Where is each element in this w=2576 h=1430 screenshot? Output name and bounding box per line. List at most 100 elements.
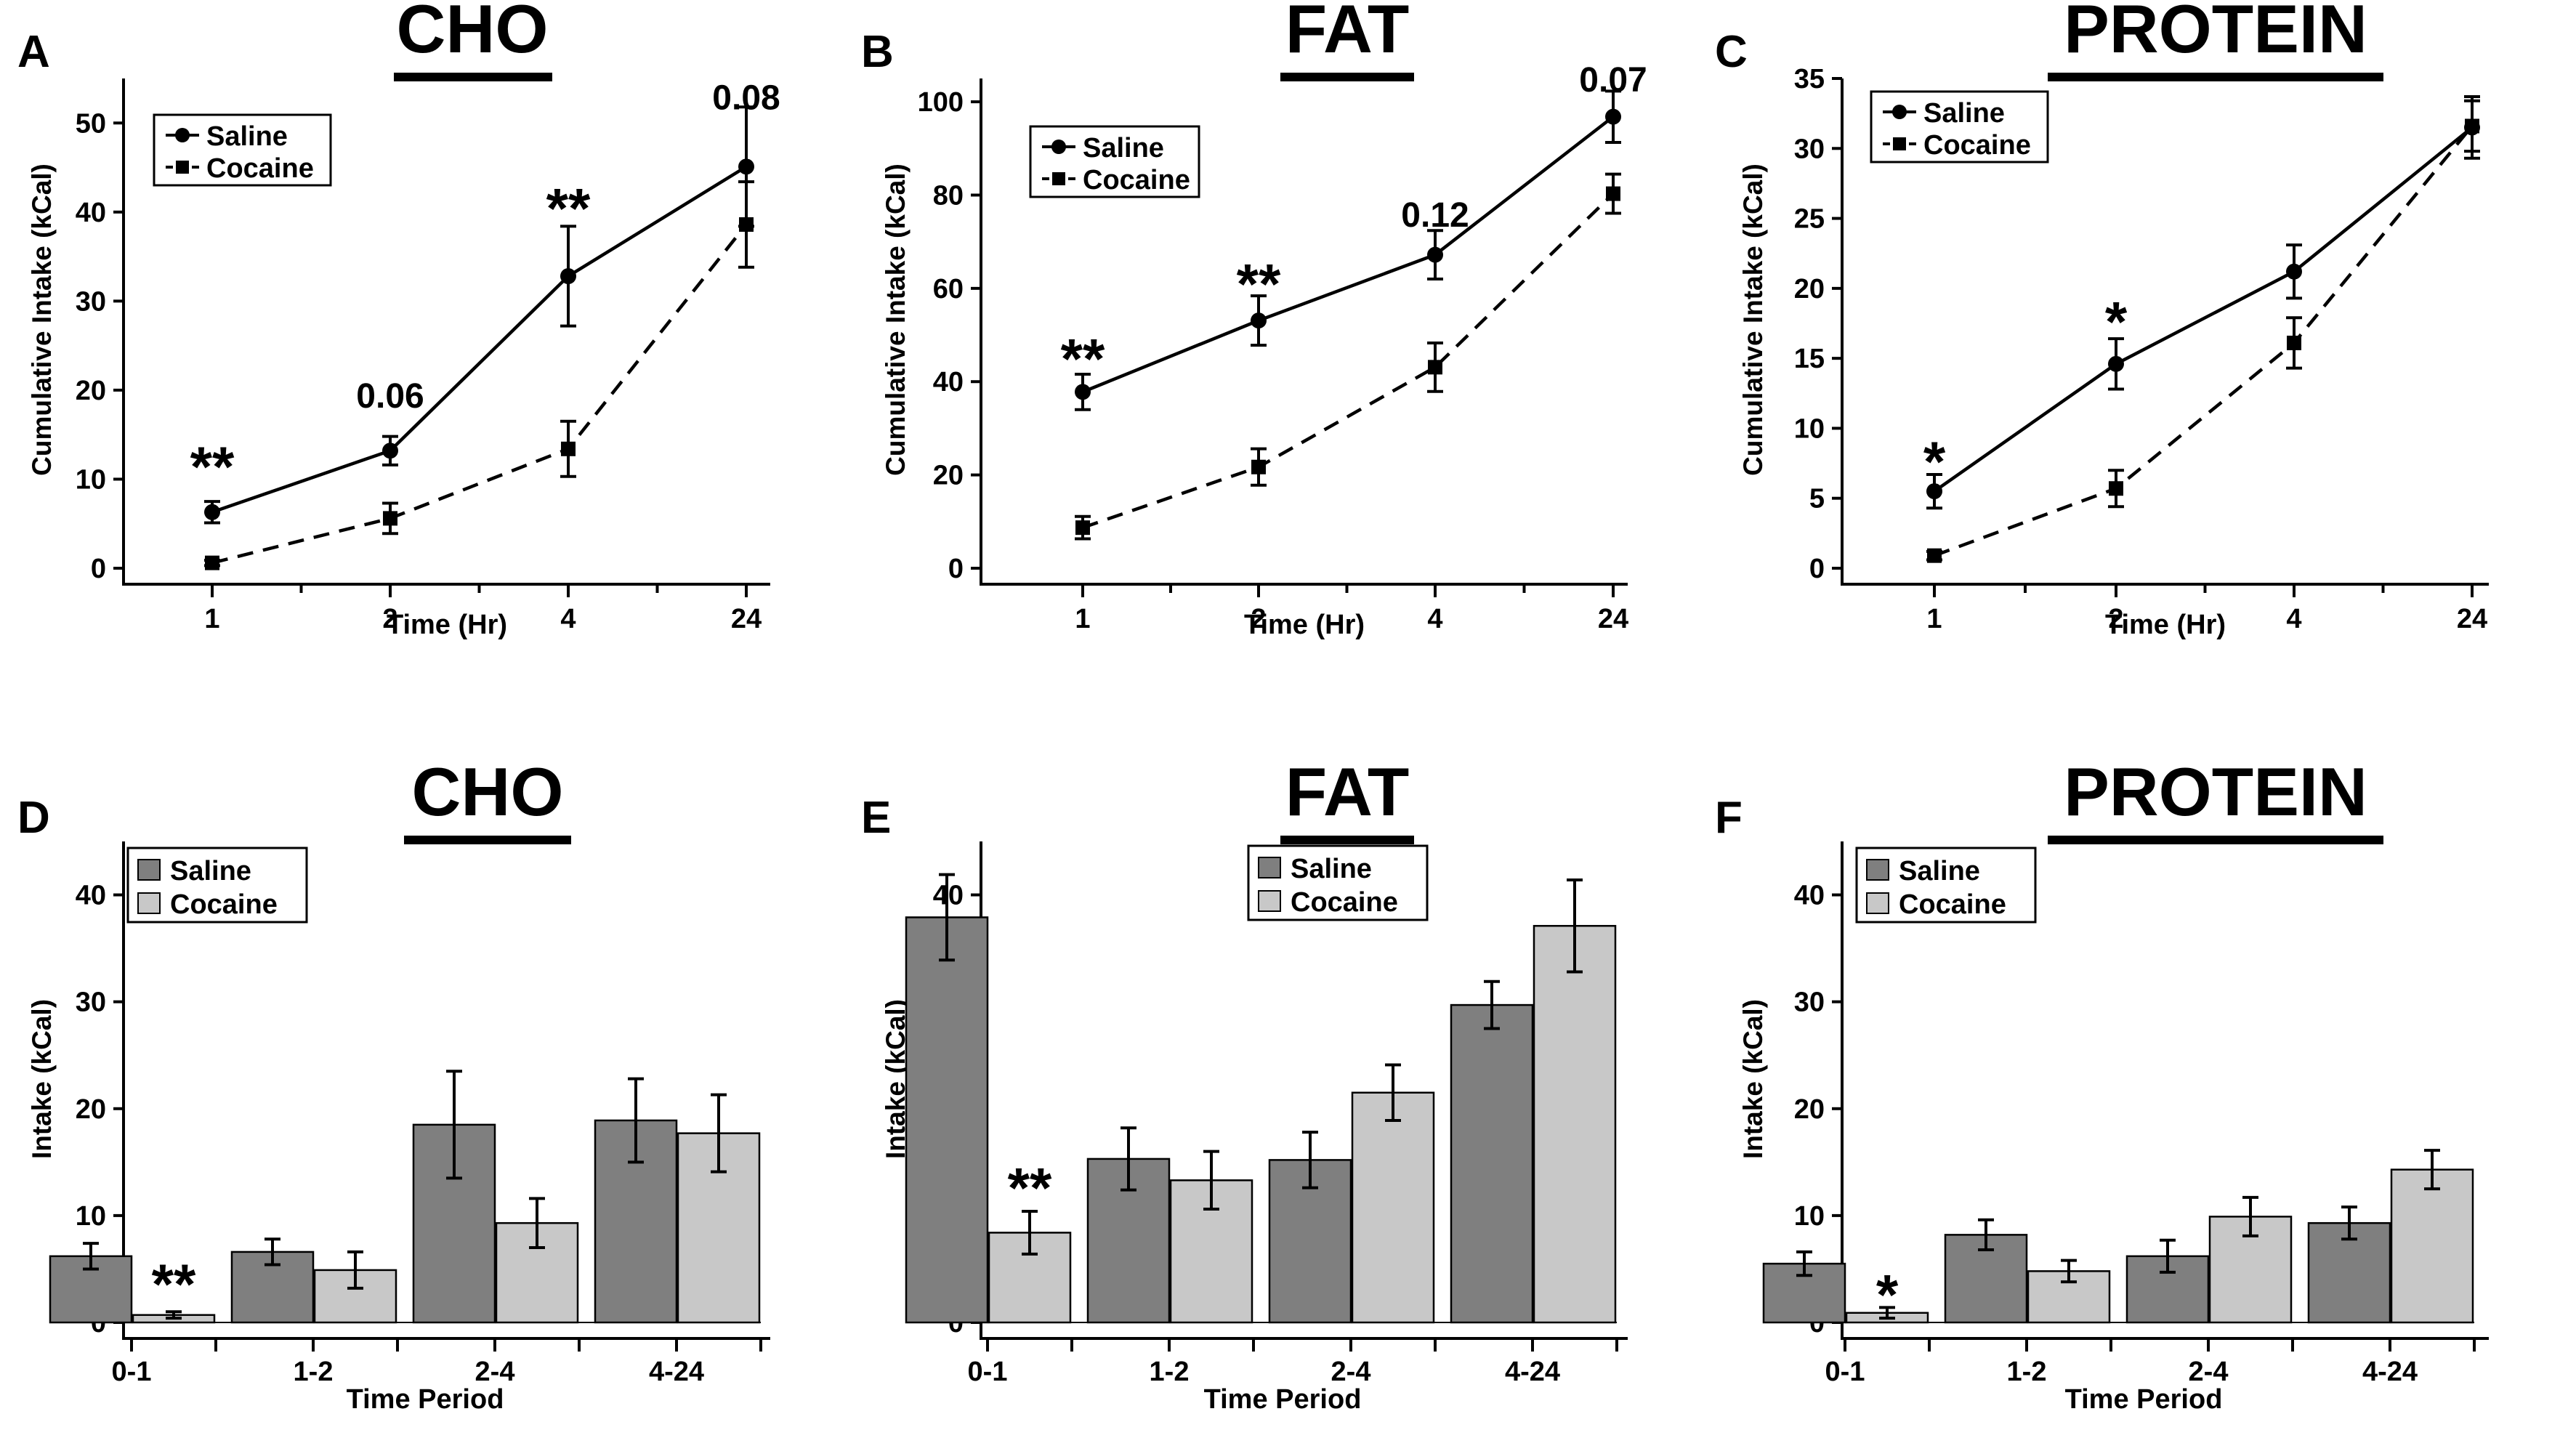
- data-point-cocaine: [205, 555, 219, 570]
- y-tick-label: 50: [76, 108, 106, 139]
- y-tick-label: 40: [76, 881, 106, 911]
- x-tick-label: 1-2: [2007, 1357, 2047, 1387]
- x-tick-label: 4: [1427, 604, 1442, 634]
- x-tick-label: 24: [1598, 604, 1628, 634]
- x-tick-label: 1: [204, 604, 219, 634]
- x-tick-label: 0-1: [112, 1357, 152, 1387]
- panel-c: C PROTEIN 0 5 10 15 20 25 30 35 Cumulative Intake …: [1715, 0, 2489, 640]
- chart-title: CHO: [412, 754, 564, 830]
- panel-a: A CHO 0 10 20 30 40 50 Cumulative Intake (kCal) T…: [17, 0, 780, 640]
- data-point-cocaine: [739, 217, 754, 232]
- legend-label: Saline: [1291, 854, 1372, 884]
- data-point-saline: [2108, 355, 2124, 372]
- bar-saline: [1450, 1003, 1534, 1324]
- p-value-label: 0.08: [712, 79, 780, 118]
- panel-d: DCHO010203040Intake (kCal)Time Period0-1…: [17, 754, 770, 1415]
- y-tick-label: 0: [1809, 554, 1825, 584]
- x-tick-label: 0-1: [968, 1357, 1008, 1387]
- panel-e: EFAT010203040Intake (kCal)Time Period0-1…: [861, 754, 1628, 1415]
- x-axis-label: Time Period: [2065, 1384, 2223, 1415]
- legend-marker-cocaine: [1893, 137, 1906, 150]
- y-tick-label: 5: [1809, 484, 1825, 514]
- data-point-saline: [1251, 312, 1267, 329]
- x-tick-label: 2: [1251, 604, 1266, 634]
- y-tick-label: 10: [1794, 413, 1825, 444]
- data-point-saline: [2286, 263, 2302, 280]
- y-tick-label: 15: [1794, 344, 1825, 374]
- panel-letter: D: [17, 793, 50, 843]
- bar-saline: [2125, 1255, 2210, 1324]
- y-tick-label: 40: [76, 198, 106, 228]
- p-value-label: 0.07: [1579, 61, 1647, 100]
- x-tick-label: 1-2: [1150, 1357, 1190, 1387]
- title-underline: [394, 73, 552, 81]
- title-underline: [1280, 73, 1414, 81]
- bar-cocaine: [2390, 1168, 2474, 1324]
- legend-label: Cocaine: [1291, 887, 1398, 918]
- legend-label: Saline: [1899, 856, 1980, 886]
- legend-marker-saline: [1892, 105, 1907, 119]
- y-tick-label: 20: [1794, 274, 1825, 304]
- title-underline: [2048, 73, 2383, 81]
- y-tick-label: 25: [1794, 204, 1825, 235]
- data-point-cocaine: [1606, 186, 1620, 201]
- x-tick-label: 4-24: [649, 1357, 704, 1387]
- data-point-saline: [1926, 483, 1942, 500]
- legend-label: Cocaine: [170, 889, 278, 920]
- panel-f: FPROTEIN010203040Intake (kCal)Time Perio…: [1715, 754, 2489, 1415]
- data-point-cocaine: [1927, 548, 1942, 563]
- x-tick-label: 1: [1075, 604, 1090, 634]
- x-tick-label: 2: [2108, 604, 2123, 634]
- legend-label: Saline: [206, 121, 288, 152]
- x-tick-label: 1-2: [294, 1357, 334, 1387]
- y-tick-label: 20: [76, 376, 106, 406]
- y-tick-label: 30: [1794, 987, 1825, 1018]
- x-tick-label: 24: [2457, 604, 2487, 634]
- panel-letter: E: [861, 793, 891, 843]
- data-point-saline: [738, 158, 754, 175]
- legend-swatch-saline: [137, 859, 161, 881]
- y-axis-label: Cumulative Intake (kCal): [1738, 163, 1768, 476]
- data-point-saline: [382, 443, 398, 459]
- x-tick-label: 1: [1926, 604, 1942, 634]
- y-axis-label: Intake (kCal): [1738, 999, 1768, 1159]
- legend-marker-cocaine: [1052, 172, 1065, 185]
- panel-letter: A: [17, 27, 50, 77]
- chart-title: CHO: [397, 0, 549, 67]
- series-line-saline: [211, 165, 748, 514]
- y-tick-label: 0: [91, 554, 106, 584]
- legend-marker-saline: [1051, 140, 1066, 154]
- series-line-saline: [1082, 115, 1615, 394]
- y-tick-label: 80: [933, 180, 964, 211]
- y-tick-label: 0: [948, 554, 964, 584]
- y-axis-label: Cumulative Intake (kCal): [881, 163, 911, 476]
- y-tick-label: 10: [76, 464, 106, 495]
- x-axis-label: Time (Hr): [2105, 610, 2226, 640]
- significance-marker: *: [1923, 429, 1946, 493]
- y-tick-label: 20: [1794, 1094, 1825, 1125]
- significance-marker: **: [190, 435, 235, 498]
- chart-title: PROTEIN: [2064, 0, 2367, 67]
- y-tick-label: 60: [933, 274, 964, 304]
- p-value-label: 0.06: [356, 377, 424, 416]
- legend-label: Cocaine: [1899, 889, 2006, 920]
- x-tick-label: 2-4: [475, 1357, 515, 1387]
- title-underline: [2048, 836, 2383, 844]
- legend-label: Saline: [170, 856, 251, 886]
- x-tick-label: 24: [731, 604, 762, 634]
- bar-saline: [905, 916, 989, 1324]
- significance-marker: **: [1008, 1155, 1052, 1219]
- legend-label: Cocaine: [1923, 130, 2031, 161]
- y-tick-label: 35: [1794, 64, 1825, 94]
- data-point-cocaine: [1251, 459, 1266, 474]
- bar-cocaine: [1533, 924, 1617, 1324]
- data-point-saline: [204, 504, 220, 520]
- y-tick-label: 30: [76, 286, 106, 317]
- y-axis-label: Intake (kCal): [27, 999, 57, 1159]
- legend-swatch-cocaine: [1866, 892, 1889, 914]
- x-tick-label: 2: [382, 604, 397, 634]
